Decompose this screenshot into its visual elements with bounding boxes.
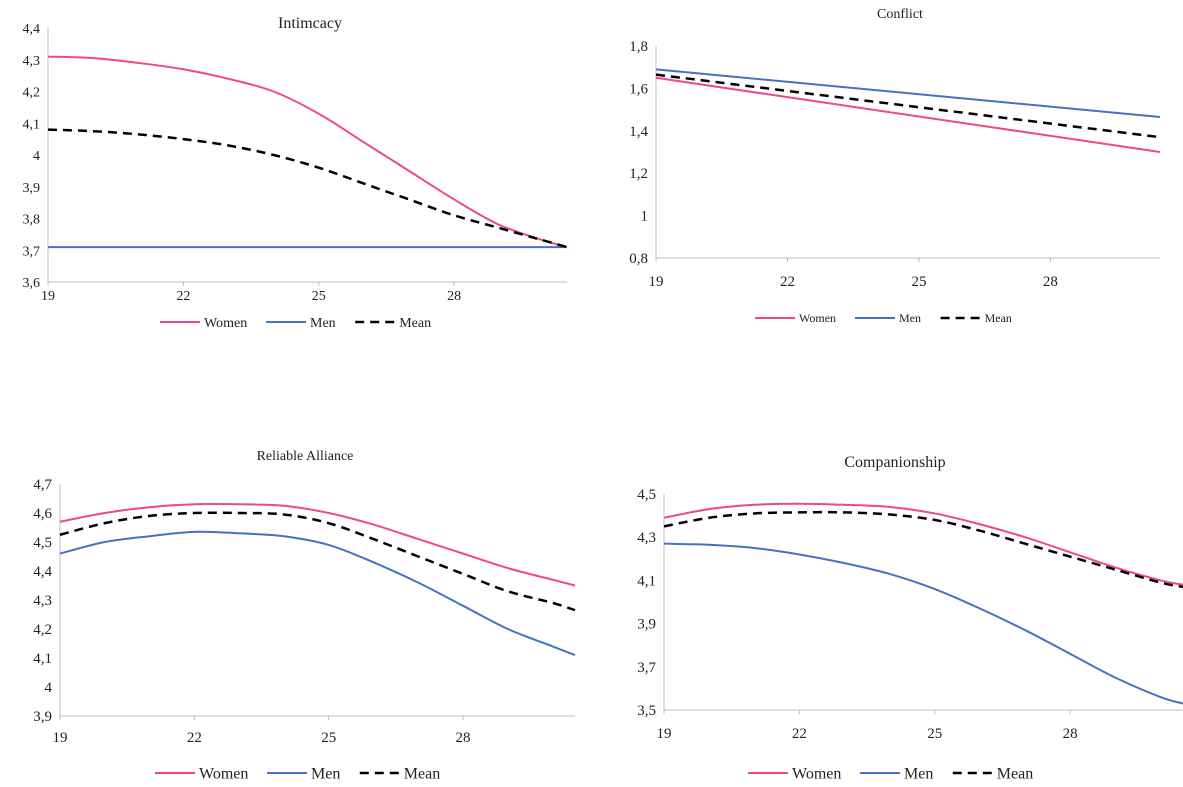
chart-title: Intimcacy — [278, 15, 342, 32]
y-tick-label: 1,2 — [629, 166, 648, 182]
y-tick-label: 4,6 — [33, 506, 52, 522]
y-tick-label: 4 — [33, 149, 40, 164]
legend-label-men: Men — [899, 311, 921, 325]
y-tick-label: 4,4 — [23, 22, 41, 37]
x-tick-label: 28 — [1063, 726, 1078, 742]
y-tick-label: 4 — [45, 680, 53, 696]
series-line-mean — [47, 128, 568, 249]
legend-label-men: Men — [904, 766, 933, 783]
chart-title: Companionship — [844, 454, 945, 471]
legend-label-men: Men — [311, 766, 340, 783]
legend: Women Men Mean — [755, 311, 1012, 325]
series-line-men — [655, 68, 1161, 119]
y-tick-label: 1,6 — [629, 81, 648, 97]
x-tick-label: 25 — [312, 289, 326, 304]
chart-3: Reliable Alliance 3,9 4 4,1 4,2 4,3 4,4 4,5 4,6 4… — [33, 449, 576, 783]
y-tick-label: 4,1 — [23, 117, 41, 132]
legend-label-women: Women — [792, 766, 841, 783]
legend-label-mean: Mean — [404, 766, 440, 783]
legend-label-men: Men — [310, 316, 336, 331]
y-tick-label: 4,1 — [33, 651, 52, 667]
y-tick-label: 3,8 — [23, 213, 41, 228]
x-tick-label: 19 — [657, 726, 672, 742]
x-tick-label: 19 — [649, 274, 664, 290]
chart-4: Companionship 3,5 3,7 3,9 4,1 4,3 4,5 19 22 25 28 W… — [637, 454, 1183, 783]
legend-label-women: Women — [799, 311, 836, 325]
legend: Women Men Mean — [155, 766, 440, 783]
series-line-women — [59, 503, 576, 587]
x-tick-label: 22 — [780, 274, 795, 290]
y-tick-label: 4,3 — [33, 593, 52, 609]
series-line-women — [47, 55, 568, 249]
y-tick-label: 4,1 — [637, 573, 656, 589]
y-tick-label: 4,5 — [33, 535, 52, 551]
x-tick-label: 28 — [447, 289, 461, 304]
legend: Women Men Mean — [748, 766, 1033, 783]
y-tick-label: 1,4 — [629, 124, 648, 140]
y-tick-label: 4,2 — [33, 622, 52, 638]
series-line-men — [663, 542, 1183, 705]
x-tick-label: 19 — [41, 289, 55, 304]
x-tick-label: 22 — [176, 289, 190, 304]
y-tick-label: 4,3 — [23, 54, 41, 69]
y-tick-label: 4,3 — [637, 530, 656, 546]
legend: Women Men Mean — [160, 316, 431, 331]
y-tick-label: 3,7 — [23, 244, 41, 259]
y-tick-label: 4,2 — [23, 86, 41, 101]
y-tick-label: 1 — [641, 209, 649, 225]
y-tick-label: 4,5 — [637, 487, 656, 503]
y-tick-label: 3,9 — [23, 181, 41, 196]
x-tick-label: 28 — [456, 730, 471, 746]
series-line-men — [59, 530, 576, 657]
legend-label-mean: Mean — [399, 316, 431, 331]
chart-2: Conflict 0,8 1 1,2 1,4 1,6 1,8 19 22 25 28 Women Men… — [629, 7, 1161, 325]
y-tick-label: 1,8 — [629, 39, 648, 55]
series-line-women — [663, 502, 1183, 586]
chart-1: Intimcacy 3,6 3,7 3,8 3,9 4 4,1 4,2 4,3 4,4 19 22 25… — [23, 15, 568, 331]
x-tick-label: 28 — [1043, 274, 1058, 290]
y-tick-label: 3,6 — [23, 276, 41, 291]
series-line-mean — [655, 73, 1161, 139]
x-tick-label: 22 — [792, 726, 807, 742]
y-tick-label: 3,5 — [637, 703, 656, 719]
legend-label-mean: Mean — [997, 766, 1033, 783]
x-tick-label: 25 — [911, 274, 926, 290]
series-line-mean — [663, 510, 1183, 589]
x-tick-label: 25 — [927, 726, 942, 742]
y-tick-label: 3,9 — [637, 617, 656, 633]
y-tick-label: 4,7 — [33, 477, 52, 493]
legend-label-women: Women — [204, 316, 247, 331]
legend-label-women: Women — [199, 766, 248, 783]
legend-label-mean: Mean — [985, 311, 1012, 325]
x-tick-label: 19 — [53, 730, 68, 746]
y-tick-label: 3,9 — [33, 709, 52, 725]
chart-title: Conflict — [877, 7, 923, 22]
series-line-mean — [59, 511, 576, 612]
x-tick-label: 22 — [187, 730, 202, 746]
chart-title: Reliable Alliance — [257, 449, 354, 464]
y-tick-label: 3,7 — [637, 660, 656, 676]
y-tick-label: 4,4 — [33, 564, 52, 580]
x-tick-label: 25 — [321, 730, 336, 746]
series-line-women — [655, 76, 1161, 153]
y-tick-label: 0,8 — [629, 251, 648, 267]
